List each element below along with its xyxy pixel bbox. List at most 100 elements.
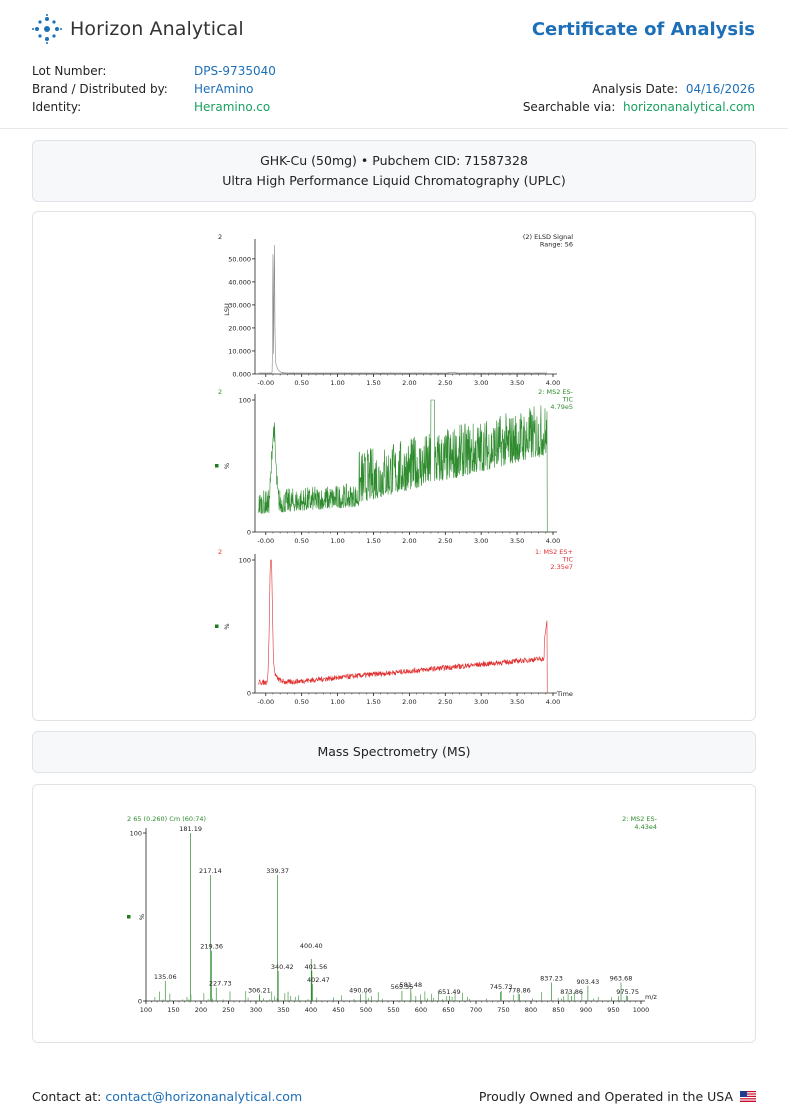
peak-label: 873.86 <box>560 988 583 996</box>
x-tick-label: 1.00 <box>330 537 344 545</box>
y-tick-label: 20.000 <box>228 324 251 332</box>
trace-id: 2 <box>218 388 222 396</box>
product-box: GHK-Cu (50mg) • Pubchem CID: 71587328 Ul… <box>32 140 756 202</box>
y-tick-label: 0 <box>138 998 142 1006</box>
brand-value: HerAmino <box>194 82 254 96</box>
x-tick-label: 2.00 <box>402 379 416 387</box>
x-tick-label: 1000 <box>633 1006 650 1014</box>
brand-label: Brand / Distributed by: <box>32 82 168 96</box>
y-tick-label: 10.000 <box>228 347 251 355</box>
company-name: Horizon Analytical <box>70 18 244 40</box>
x-tick-label: 4.00 <box>546 537 560 545</box>
peak-label: 181.19 <box>179 825 202 833</box>
y-tick-label: 0 <box>247 690 251 698</box>
x-tick-label: 300 <box>250 1006 262 1014</box>
y-axis-label: LSU <box>223 303 231 316</box>
y-axis-label: % <box>138 914 146 920</box>
y-tick-label: 0 <box>247 529 251 537</box>
peak-label: 837.23 <box>540 975 563 983</box>
y-axis-label: % <box>223 623 231 629</box>
x-axis-label: Time <box>556 690 573 698</box>
peak-label: 135.06 <box>154 973 177 981</box>
identity-value[interactable]: Heramino.co <box>194 100 271 114</box>
x-tick-label: 3.50 <box>510 379 524 387</box>
x-tick-label: 0.50 <box>294 698 308 706</box>
peak-label: 219.36 <box>200 943 223 951</box>
x-tick-label: 3.50 <box>510 698 524 706</box>
x-tick-label: 1.00 <box>330 698 344 706</box>
legend-label: 2.35e7 <box>550 563 573 571</box>
series-line <box>258 559 548 694</box>
searchable-link[interactable]: horizonanalytical.com <box>623 100 755 114</box>
trace-id: 2 <box>218 548 222 556</box>
chromatogram-box: 0.000 10.000 20.000 30.000 40.000 50.000 -0.00… <box>32 211 756 721</box>
x-tick-label: 0.50 <box>294 537 308 545</box>
y-tick-label: 100 <box>239 557 251 565</box>
legend-label: 1: MS2 ES+ <box>535 548 573 556</box>
document-title: Certificate of Analysis <box>531 19 755 40</box>
x-tick-label: 450 <box>332 1006 344 1014</box>
lot-number-value: DPS-9735040 <box>194 64 276 78</box>
x-tick-label: 4.00 <box>546 379 560 387</box>
x-tick-label: 3.00 <box>474 379 488 387</box>
x-tick-label: 2.00 <box>402 537 416 545</box>
lot-number-label: Lot Number: <box>32 64 107 78</box>
x-tick-label: 0.50 <box>294 379 308 387</box>
peak-label: 227.73 <box>209 980 232 988</box>
x-tick-label: -0.00 <box>257 698 274 706</box>
legend-label: (2) ELSD Signal <box>523 233 573 241</box>
spectrum-header: 2 65 (0.260) Cm (60:74) <box>127 815 206 823</box>
x-tick-label: 650 <box>442 1006 454 1014</box>
x-tick-label: 3.00 <box>474 698 488 706</box>
legend-label: 2: MS2 ES- <box>538 388 574 396</box>
contact-email-link[interactable]: contact@horizonanalytical.com <box>105 1089 303 1104</box>
legend-label: Range: 56 <box>540 241 573 249</box>
legend-label: 4.43e4 <box>634 823 657 831</box>
analysis-date-value: 04/16/2026 <box>685 82 755 96</box>
x-tick-label: 3.50 <box>510 537 524 545</box>
series-marker <box>215 624 219 628</box>
peak-label: 903.43 <box>577 978 600 986</box>
x-tick-label: 700 <box>470 1006 482 1014</box>
x-tick-label: 4.00 <box>546 698 560 706</box>
x-tick-label: 1.50 <box>366 379 380 387</box>
y-tick-label: 50.000 <box>228 255 251 263</box>
chromatogram-chart: 0.000 10.000 20.000 30.000 40.000 50.000 -0.00… <box>215 233 574 706</box>
y-tick-label: 100 <box>239 397 251 405</box>
y-axis-label: % <box>223 463 231 469</box>
product-name: GHK-Cu (50mg) • Pubchem CID: 71587328 <box>260 153 528 168</box>
legend-label: TIC <box>562 556 574 564</box>
x-tick-label: -0.00 <box>257 379 274 387</box>
y-tick-label: 100 <box>130 830 142 838</box>
x-tick-label: 550 <box>387 1006 399 1014</box>
contact-label: Contact at: <box>32 1089 102 1104</box>
ms-title-box: Mass Spectrometry (MS) <box>32 731 756 773</box>
trace-id: 2 <box>218 233 222 241</box>
x-tick-label: 250 <box>222 1006 234 1014</box>
series-marker <box>127 915 131 919</box>
x-tick-label: 950 <box>607 1006 619 1014</box>
ms-title: Mass Spectrometry (MS) <box>317 744 471 759</box>
x-tick-label: 1.50 <box>366 537 380 545</box>
y-tick-label: 30.000 <box>228 301 251 309</box>
analysis-info: Analysis Date: 04/16/2026 Searchable via… <box>523 80 755 116</box>
x-tick-label: 1.00 <box>330 379 344 387</box>
ms-spectrum-box: 0 100 100 150 200 250 300 350 400 450 500 550 600 650… <box>32 784 756 1043</box>
series-marker <box>215 464 219 468</box>
x-tick-label: 850 <box>552 1006 564 1014</box>
peak-label: 401.56 <box>304 963 327 971</box>
peak-label: 306.21 <box>248 986 271 994</box>
peak-label: 581.48 <box>399 981 422 989</box>
x-tick-label: 1.50 <box>366 698 380 706</box>
legend-label: 2: MS2 ES- <box>622 815 658 823</box>
peak-label: 490.06 <box>349 986 372 994</box>
searchable-label: Searchable via: <box>522 100 616 114</box>
peak-label: 402.47 <box>307 976 330 984</box>
x-tick-label: 100 <box>140 1006 152 1014</box>
peak-label: 340.42 <box>271 963 294 971</box>
peak-label: 339.37 <box>266 867 289 875</box>
x-tick-label: 200 <box>195 1006 207 1014</box>
x-tick-label: 2.50 <box>438 537 452 545</box>
x-tick-label: 3.00 <box>474 537 488 545</box>
